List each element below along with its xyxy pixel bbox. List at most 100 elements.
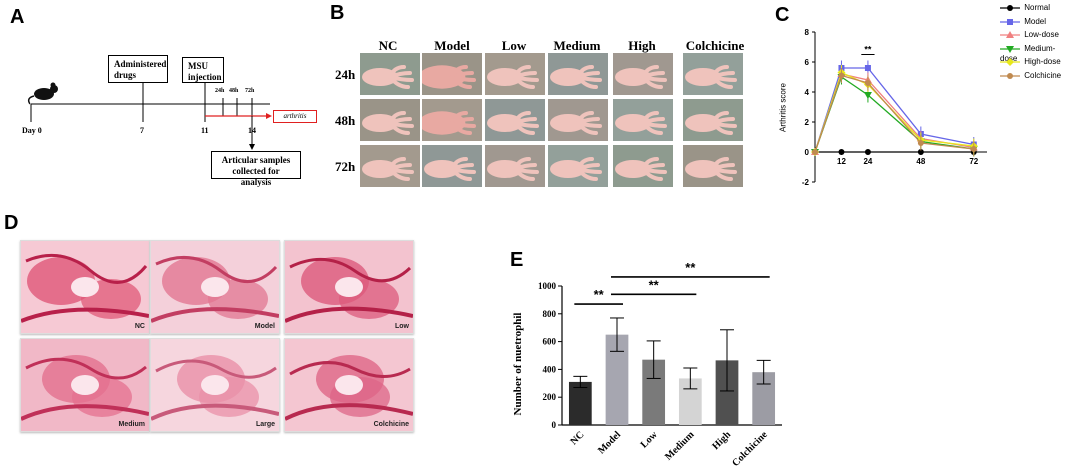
- histology-image: Low: [284, 240, 414, 334]
- chart-e-y-tick-label: 200: [543, 392, 557, 402]
- chart-c-point: [970, 146, 977, 152]
- chart-c-legend-item: Model: [1000, 17, 1046, 27]
- chart-c-point: [864, 65, 871, 71]
- paw-photo: [613, 53, 673, 95]
- legend-marker: [1006, 58, 1014, 66]
- histology-label: NC: [134, 323, 145, 330]
- day-14-label: 14: [248, 126, 256, 135]
- histology-label: Low: [395, 323, 409, 330]
- chart-c-series-low-dose: [811, 66, 978, 155]
- legend-marker: [1007, 18, 1013, 25]
- row-header-72h: 72h: [335, 159, 356, 174]
- day-0-label: Day 0: [22, 126, 42, 135]
- paw-photo: [683, 53, 743, 95]
- paw-photo: [683, 145, 743, 187]
- chart-c-line: [814, 74, 974, 153]
- histology-image: Model: [150, 240, 280, 334]
- chart-c-y-tick-label: -2: [802, 178, 810, 187]
- articular-samples-box: Articular samples collected for analysis: [211, 151, 301, 187]
- paw-photo: [485, 53, 545, 95]
- legend-marker: [1006, 45, 1014, 53]
- histology-image: NC: [20, 240, 150, 334]
- paw-photo: [422, 53, 482, 95]
- chart-c-significance: **: [864, 45, 872, 55]
- chart-c-ylabel-wrap: Arthritis score: [776, 60, 790, 160]
- col-header-high: High: [628, 38, 656, 53]
- panel-letter-d: D: [4, 212, 19, 234]
- chart-c-point: [838, 149, 845, 155]
- chart-c-point: [838, 72, 845, 79]
- chart-e-category-label: NC: [568, 429, 586, 447]
- chart-e-error-bar: [610, 317, 624, 352]
- chart-e-significance-label: **: [594, 287, 605, 302]
- paw-photo: [613, 99, 673, 141]
- histology-label: Medium: [118, 421, 145, 428]
- paw-photo: [548, 99, 608, 141]
- chart-e-category-label: Model: [596, 429, 623, 456]
- chart-e-category-label: Medium: [663, 429, 697, 463]
- paw-photo: [613, 145, 673, 187]
- histology-image: Medium: [20, 338, 150, 432]
- chart-c-x-tick-label: 24: [863, 157, 872, 166]
- legend-marker: [1006, 31, 1014, 38]
- chart-c-y-tick-label: 0: [805, 148, 810, 157]
- chart-e-significance: **: [611, 277, 697, 296]
- chart-c-y-tick-label: 4: [805, 88, 810, 97]
- arthritis-tag: arthritis: [273, 110, 317, 123]
- chart-e-significance: **: [611, 260, 770, 278]
- panel-letter-c: C: [775, 4, 790, 26]
- chart-e-significance: **: [574, 287, 623, 305]
- chart-c-legend-label: Colchicine: [1022, 70, 1062, 80]
- chart-e-y-tick-label: 0: [552, 420, 557, 430]
- chart-c-legend-item: Normal: [1000, 3, 1050, 13]
- histology-label: Colchicine: [373, 421, 409, 428]
- chart-e-y-tick-label: 600: [543, 337, 557, 347]
- administered-drugs-box: Administered drugs: [108, 55, 168, 83]
- histology-label: Model: [254, 323, 275, 330]
- paw-photo: [485, 145, 545, 187]
- chart-e-bar: [678, 378, 702, 425]
- chart-c-point: [863, 92, 872, 99]
- histology-image: Large: [150, 338, 280, 432]
- chart-c-x-tick-label: 12: [837, 157, 846, 166]
- chart-c-legend-label: Low-dose: [1022, 30, 1059, 40]
- chart-e-error-bar: [573, 375, 588, 388]
- chart-c-line: [814, 75, 974, 153]
- chart-c-legend-label: Model: [1022, 16, 1047, 26]
- legend-marker: [1007, 72, 1013, 79]
- col-header-low: Low: [501, 38, 527, 53]
- hour-72h-label: 72h: [245, 88, 255, 94]
- chart-e-bar: [605, 334, 629, 425]
- day-7-label: 7: [140, 126, 144, 135]
- chart-e-significance-label: **: [649, 277, 660, 292]
- msu-injection-box: MSU injection: [182, 57, 224, 83]
- timeline-lines: [27, 76, 272, 150]
- chart-e-y-tick-label: 400: [543, 364, 557, 374]
- chart-c-legend-label: Normal: [1022, 3, 1051, 13]
- chart-e-ylabel-wrap: Number of nuetrophil: [508, 300, 528, 430]
- chart-e-significance-label: **: [685, 260, 696, 275]
- col-header-medium: Medium: [553, 38, 601, 53]
- chart-e-category-label: Colchicine: [730, 429, 770, 469]
- chart-c-series-model: [812, 60, 977, 155]
- paw-photo: [422, 99, 482, 141]
- chart-c-x-tick-label: 48: [916, 157, 925, 166]
- chart-c-series-colchicine: [812, 68, 977, 157]
- chart-e-y-tick-label: 800: [543, 309, 557, 319]
- chart-c-point: [917, 140, 924, 146]
- chart-e-error-bar: [646, 340, 661, 379]
- paw-photo: [360, 53, 420, 95]
- chart-c-legend-item: Low-dose: [1000, 30, 1059, 40]
- chart-e-bar: [642, 359, 666, 425]
- mouse-icon: [27, 82, 58, 105]
- chart-e-bar: [715, 360, 739, 425]
- panel-letter-a: A: [10, 6, 25, 28]
- chart-c-point: [812, 149, 818, 155]
- chart-c-x-tick-label: 72: [969, 157, 978, 166]
- chart-e-category-label: Low: [639, 429, 661, 451]
- panel-letter-b: B: [330, 2, 345, 24]
- chart-c-point: [917, 149, 924, 155]
- paw-photo: [360, 145, 420, 187]
- paw-photo: [548, 53, 608, 95]
- chart-c-series-high-dose: [811, 65, 978, 156]
